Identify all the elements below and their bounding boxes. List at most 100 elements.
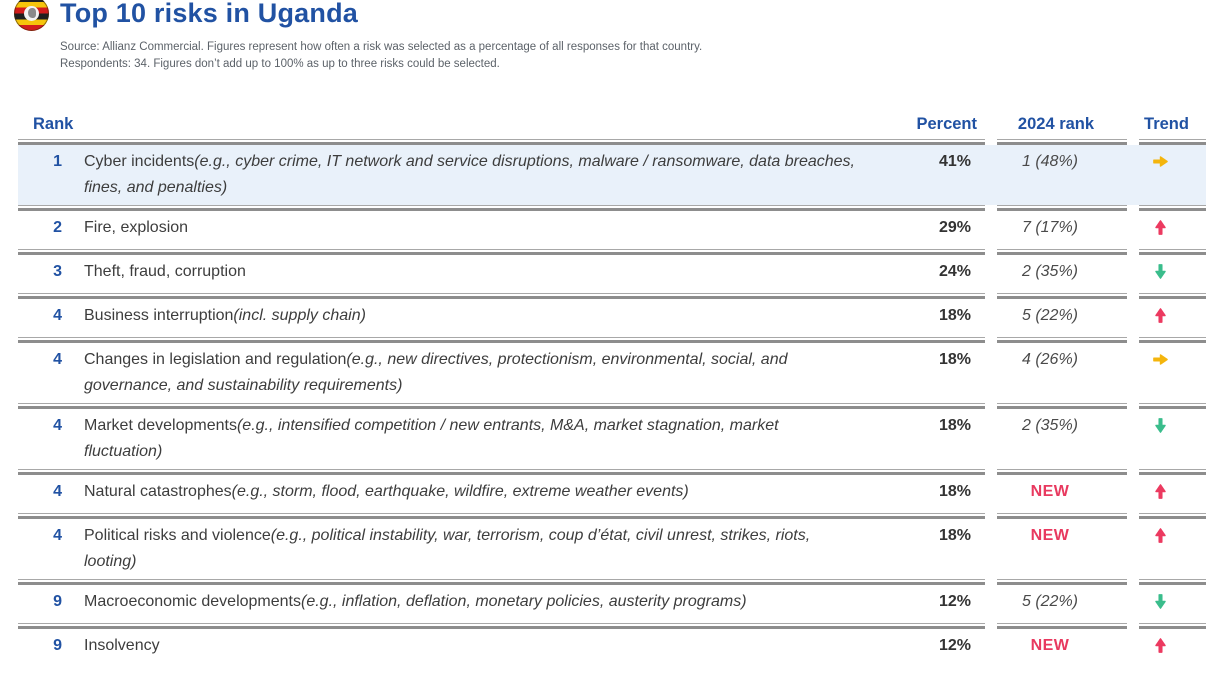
percent-cell: 12% — [938, 637, 971, 654]
trend-cell — [1121, 633, 1200, 663]
risk-cell: Market developments(e.g., intensified co… — [84, 413, 859, 465]
trend-up-icon — [1155, 638, 1166, 653]
risk-name: Political risks and violence — [84, 527, 271, 544]
row-divider — [18, 249, 1206, 255]
rank-cell: 4 — [53, 307, 62, 324]
risk-cell: Macroeconomic developments(e.g., inflati… — [84, 589, 859, 615]
table-row: 4 Business interruption(incl. supply cha… — [18, 299, 1206, 337]
risk-name: Natural catastrophes — [84, 483, 232, 500]
risk-name: Cyber incidents — [84, 153, 195, 170]
risk-cell: Political risks and violence(e.g., polit… — [84, 523, 859, 575]
percent-cell: 41% — [938, 153, 971, 170]
risk-detail: (e.g., new directives, protectionism, en… — [84, 351, 788, 394]
trend-cell — [1121, 523, 1200, 553]
risk-detail: (e.g., intensified competition / new ent… — [84, 417, 779, 460]
row-divider — [18, 337, 1206, 343]
percent-cell: 12% — [938, 593, 971, 610]
percent-cell: 18% — [938, 417, 971, 434]
row-divider — [18, 513, 1206, 519]
trend-cell — [1121, 347, 1200, 377]
risk-detail: (e.g., cyber crime, IT network and servi… — [84, 153, 855, 196]
table-row: 4 Changes in legislation and regulation(… — [18, 343, 1206, 403]
trend-down-icon — [1155, 264, 1166, 279]
table-body: 1 Cyber incidents(e.g., cyber crime, IT … — [18, 145, 1206, 667]
risk-name: Business interruption — [84, 307, 234, 324]
rank-2024-cell: NEW — [1030, 527, 1070, 544]
rank-2024-cell: 5 (22%) — [1021, 593, 1079, 610]
risk-cell: Insolvency — [84, 633, 859, 659]
trend-up-icon — [1155, 308, 1166, 323]
rank-cell: 4 — [53, 483, 62, 500]
table-row: 2 Fire, explosion 29% 7 (17%) — [18, 211, 1206, 249]
risk-name: Theft, fraud, corruption — [84, 263, 246, 280]
risk-cell: Fire, explosion — [84, 215, 859, 241]
table-row: 3 Theft, fraud, corruption 24% 2 (35%) — [18, 255, 1206, 293]
rank-2024-cell: 2 (35%) — [1021, 417, 1079, 434]
percent-cell: 18% — [938, 483, 971, 500]
header-divider — [18, 139, 1206, 145]
rank-2024-cell: 7 (17%) — [1021, 219, 1079, 236]
risk-name: Market developments — [84, 417, 237, 434]
rank-2024-cell: 5 (22%) — [1021, 307, 1079, 324]
trend-cell — [1121, 259, 1200, 289]
rank-cell: 4 — [53, 417, 62, 434]
risk-cell: Business interruption(incl. supply chain… — [84, 303, 859, 329]
rank-cell: 9 — [53, 593, 62, 610]
column-header-rank: Rank — [33, 115, 74, 133]
table-row: 1 Cyber incidents(e.g., cyber crime, IT … — [18, 145, 1206, 205]
rank-cell: 2 — [53, 219, 62, 236]
risk-cell: Theft, fraud, corruption — [84, 259, 859, 285]
trend-up-icon — [1155, 220, 1166, 235]
table-row: 9 Insolvency 12% NEW — [18, 629, 1206, 667]
column-header-percent: Percent — [916, 115, 977, 133]
risk-detail: (e.g., storm, flood, earthquake, wildfir… — [231, 483, 689, 500]
trend-cell — [1121, 413, 1200, 443]
percent-cell: 18% — [938, 527, 971, 544]
percent-cell: 18% — [938, 351, 971, 368]
percent-cell: 18% — [938, 307, 971, 324]
trend-right-icon — [1153, 156, 1168, 167]
risk-table: Rank Percent 2024 rank Trend 1 Cyber inc… — [18, 115, 1206, 667]
rank-2024-cell: 4 (26%) — [1021, 351, 1079, 368]
trend-cell — [1121, 303, 1200, 333]
rank-2024-cell: NEW — [1030, 637, 1070, 654]
risk-name: Macroeconomic developments — [84, 593, 301, 610]
trend-up-icon — [1155, 484, 1166, 499]
rank-cell: 3 — [53, 263, 62, 280]
percent-cell: 29% — [938, 219, 971, 236]
trend-up-icon — [1155, 528, 1166, 543]
rank-cell: 1 — [53, 153, 62, 170]
risk-cell: Changes in legislation and regulation(e.… — [84, 347, 859, 399]
table-header-row: Rank Percent 2024 rank Trend — [18, 115, 1206, 139]
trend-down-icon — [1155, 418, 1166, 433]
trend-cell — [1121, 479, 1200, 509]
row-divider — [18, 293, 1206, 299]
table-row: 9 Macroeconomic developments(e.g., infla… — [18, 585, 1206, 623]
source-block: Source: Allianz Commercial. Figures repr… — [60, 39, 1216, 73]
trend-down-icon — [1155, 594, 1166, 609]
percent-cell: 24% — [938, 263, 971, 280]
trend-cell — [1121, 149, 1200, 179]
source-note: Source: Allianz Commercial. Figures repr… — [60, 41, 703, 53]
rank-cell: 9 — [53, 637, 62, 654]
risk-name: Fire, explosion — [84, 219, 189, 236]
row-divider — [18, 469, 1206, 475]
risk-detail: (e.g., political instability, war, terro… — [84, 527, 811, 570]
uganda-flag-icon — [14, 0, 49, 31]
trend-right-icon — [1153, 354, 1168, 365]
risk-detail: (e.g., inflation, deflation, monetary po… — [301, 593, 747, 610]
rank-2024-cell: 1 (48%) — [1021, 153, 1079, 170]
risk-cell: Cyber incidents(e.g., cyber crime, IT ne… — [84, 149, 859, 201]
respondents-note: Respondents: 34. Figures don’t add up to… — [60, 58, 500, 70]
table-row: 4 Political risks and violence(e.g., pol… — [18, 519, 1206, 579]
row-divider — [18, 205, 1206, 211]
risk-name: Changes in legislation and regulation — [84, 351, 347, 368]
row-divider — [18, 579, 1206, 585]
page-title: Top 10 risks in Uganda — [60, 0, 358, 28]
rank-cell: 4 — [53, 527, 62, 544]
page-header: Top 10 risks in Uganda Source: Allianz C… — [0, 0, 1216, 73]
risk-detail: (incl. supply chain) — [233, 307, 366, 324]
rank-2024-cell: 2 (35%) — [1021, 263, 1079, 280]
rank-cell: 4 — [53, 351, 62, 368]
